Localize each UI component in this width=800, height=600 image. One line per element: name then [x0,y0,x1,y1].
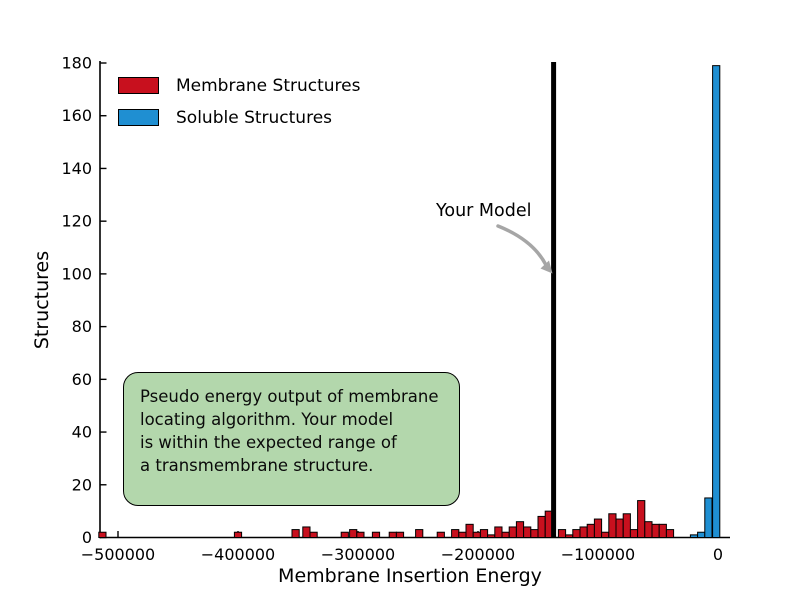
histogram-bar [622,513,631,538]
histogram-bar [388,531,397,538]
histogram-bar [233,531,243,538]
histogram-bar [658,523,667,539]
legend-label-soluble: Soluble Structures [176,107,333,128]
x-tick-label: −400000 [201,545,275,564]
histogram-bar [651,523,660,539]
legend-item-membrane: Membrane Structures [118,75,361,96]
histogram-bar [689,534,699,538]
histogram-bar [593,518,603,539]
x-tick-label: 0 [713,545,723,564]
histogram-bar [586,523,595,539]
x-tick-label: −300000 [321,545,395,564]
histogram-bar [523,526,532,539]
annotation-text-line: a transmembrane structure. [140,456,374,475]
x-tick-label: −500000 [81,545,155,564]
y-axis-label: Structures [31,250,53,350]
histogram-bar [579,526,588,539]
x-axis-label: Membrane Insertion Energy [278,565,542,587]
histogram-bar [395,531,405,538]
histogram-bar [704,497,713,538]
histogram-bar [615,518,624,539]
histogram-bar [508,526,517,539]
x-tick-label: −100000 [561,545,635,564]
histogram-bar [644,521,653,539]
histogram-bar [451,529,460,538]
legend-label-membrane: Membrane Structures [176,75,361,96]
histogram-bar [530,529,539,538]
histogram-bar [487,534,496,538]
model-arrow [496,224,548,267]
histogram-bar [465,523,474,539]
y-tick-label: 20 [72,475,92,494]
histogram-bar [349,529,358,538]
x-tick-label: −200000 [441,545,515,564]
histogram-bar [291,529,300,538]
legend-item-soluble: Soluble Structures [118,107,360,128]
histogram-bar [572,529,581,538]
histogram-bar [601,531,610,538]
annotation-box: Pseudo energy output of membrane locatin… [123,372,460,506]
histogram-bar [637,500,646,539]
histogram-bar [309,531,318,538]
histogram-bar [565,534,574,538]
y-tick-label: 160 [61,106,92,125]
y-tick-label: 140 [61,159,92,178]
histogram-bar [472,531,481,538]
y-tick-label: 0 [82,528,92,547]
legend-swatch-soluble [118,109,159,126]
histogram-bar [415,529,424,538]
histogram-bar [629,529,639,538]
histogram-bar [501,531,510,538]
histogram-bar [557,529,567,538]
y-tick-label: 80 [72,317,92,336]
model-line-label: Your Model [436,201,532,221]
histogram-bar [515,521,525,539]
y-tick-label: 100 [61,264,92,283]
histogram-bar [371,531,381,538]
histogram-bar [697,531,706,538]
legend: Membrane Structures Soluble Structures [118,75,361,141]
histogram-bar [302,526,311,539]
histogram-bar [340,531,349,538]
model-arrow-head [540,260,553,274]
legend-swatch-membrane [118,77,159,94]
histogram-bar [665,529,675,538]
histogram-bar [494,526,503,539]
histogram-bar [479,529,489,538]
histogram-bar [537,515,546,538]
histogram-bar [436,531,445,538]
y-tick-label: 120 [61,212,92,231]
histogram-bar [712,65,721,539]
annotation-text-line: locating algorithm. Your model [140,410,394,429]
annotation-text-line: Pseudo energy output of membrane [140,387,439,406]
histogram-bar [98,531,107,538]
y-tick-label: 60 [72,370,92,389]
histogram-bar [356,531,365,538]
histogram-bar [608,513,617,538]
annotation-text-line: is within the expected range of [140,433,397,452]
y-tick-label: 40 [72,423,92,442]
histogram-bar [458,531,467,538]
y-tick-label: 180 [61,54,92,73]
